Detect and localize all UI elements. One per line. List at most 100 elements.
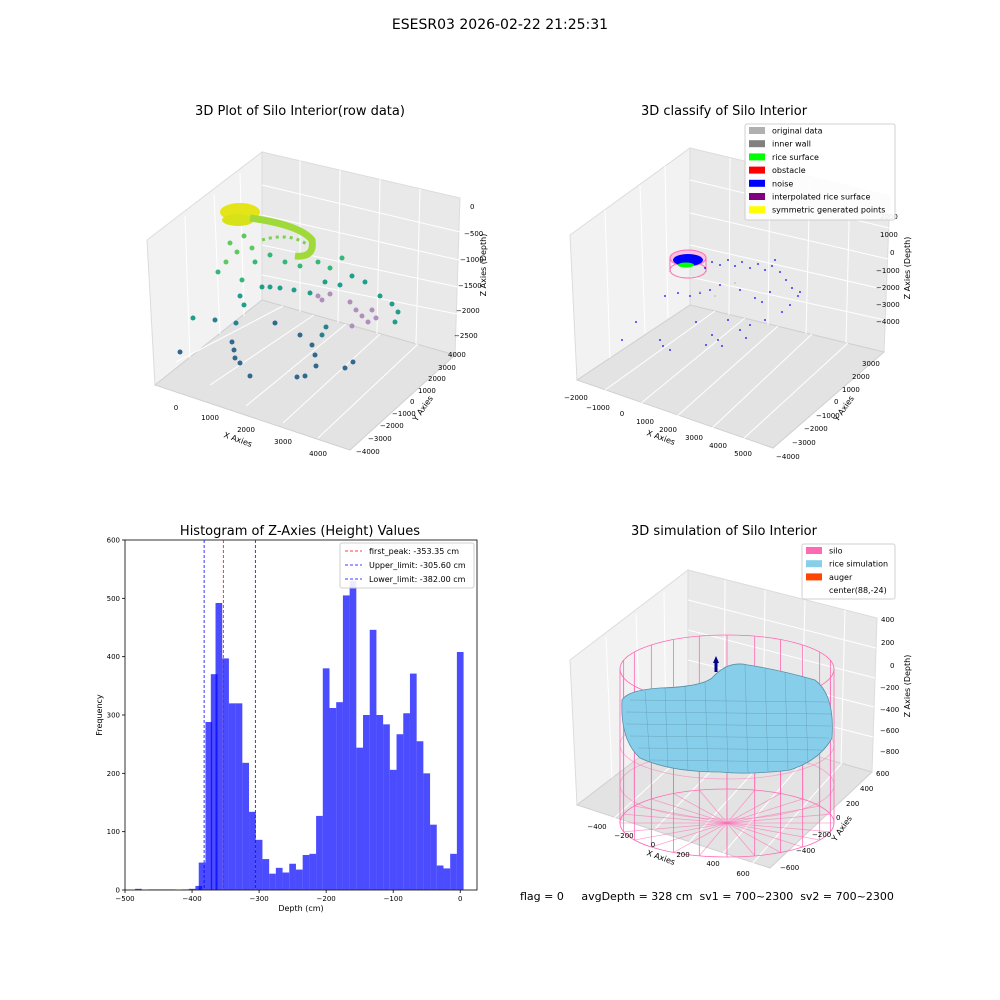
classify-legend-swatch [749, 127, 765, 134]
simulation-ztick: −400 [880, 706, 899, 714]
raw-ytick: 4000 [448, 351, 466, 359]
histogram-bar [309, 853, 317, 890]
classify-ztick: −3000 [876, 301, 900, 309]
classify-ytick: 2000 [852, 373, 870, 381]
classify-panel-title: 3D classify of Silo Interior [640, 104, 808, 119]
raw-ztick: −1500 [458, 282, 482, 290]
classify-legend-label: obstacle [772, 166, 806, 175]
simulation-zlabel: Z Axies (Depth) [903, 655, 912, 718]
histogram-bar [155, 889, 162, 890]
histogram-legend-label: Lower_limit: -382.00 cm [369, 575, 466, 584]
simulation-ytick: −200 [812, 831, 831, 839]
simulation-legend-label: rice simulation [829, 560, 888, 569]
classify-legend-label: rice surface [772, 153, 819, 162]
classify-ztick: −4000 [876, 318, 900, 326]
histogram-bar [161, 889, 169, 890]
silo-floor-spoke [726, 789, 755, 824]
histogram-bar [423, 773, 431, 890]
simulation-ztick: 200 [881, 639, 894, 647]
raw-ztick: 0 [470, 203, 474, 211]
classify-ytick: 1000 [842, 386, 860, 394]
classify-legend-swatch [749, 206, 765, 214]
simulation-legend-swatch [806, 547, 822, 554]
simulation-3d-panel: −400 −200 0 200 400 600 600 400 200 0 −2… [569, 543, 912, 878]
classify-legend-swatch [749, 193, 765, 200]
histogram-bar [249, 811, 256, 890]
histogram-xtick-label: −200 [317, 895, 336, 903]
histogram-xtick-label: −500 [115, 895, 134, 903]
histogram-bar [322, 668, 330, 890]
classify-ztick: 1000 [880, 231, 898, 239]
simulation-legend-swatch [806, 560, 822, 568]
histogram-bar [383, 724, 390, 890]
histogram-bar [282, 872, 290, 890]
classify-xtick: 0 [620, 410, 624, 418]
histogram-bar [198, 862, 206, 890]
silo-floor-spoke [726, 822, 820, 841]
raw-zlabel: Z Axies (Depth) [479, 234, 488, 297]
classify-xtick: 4000 [709, 442, 727, 450]
classify-legend-swatch [749, 140, 765, 148]
classify-xtick: −1000 [586, 404, 610, 412]
histogram-ytick-label: 0 [116, 887, 120, 895]
classify-ytick: −2000 [804, 425, 828, 433]
silo-floor-spoke [726, 822, 831, 833]
simulation-xtick: 400 [706, 860, 719, 868]
simulation-ztick: 0 [890, 662, 894, 670]
histogram-bar [443, 868, 451, 890]
histogram-ytick-label: 500 [107, 595, 120, 603]
raw-ztick: −2000 [456, 307, 480, 315]
raw-ztick: −500 [464, 230, 483, 238]
histogram-xlabel: Depth (cm) [278, 904, 323, 913]
histogram-bar [416, 741, 424, 890]
histogram-ytick-label: 300 [107, 712, 120, 720]
raw-xtick: 0 [174, 404, 178, 412]
histogram-bar [168, 889, 176, 890]
histogram-bar [295, 869, 303, 890]
simulation-ztick: −800 [880, 748, 899, 756]
histogram-bar [430, 824, 437, 890]
simulation-legend-label: silo [829, 547, 843, 556]
raw-ytick: −2000 [380, 422, 404, 430]
simulation-xtick: 0 [651, 841, 655, 849]
histogram-legend-label: first_peak: -353.35 cm [369, 547, 459, 556]
classify-zlabel: Z Axies (Depth) [903, 237, 912, 300]
histogram-xtick-label: −300 [249, 895, 268, 903]
classify-ztick: −1000 [876, 267, 900, 275]
classify-legend-label: original data [772, 127, 823, 136]
histogram-bar [148, 889, 156, 890]
silo-floor-spoke [726, 798, 803, 824]
raw-ytick: 1000 [418, 387, 436, 395]
raw-ytick: −3000 [368, 435, 392, 443]
simulation-xtick: −400 [587, 823, 606, 831]
histogram-bar [215, 603, 223, 890]
classify-ytick: 3000 [862, 360, 880, 368]
histogram-bar [316, 815, 323, 890]
silo-floor-spoke [699, 822, 728, 857]
histogram-legend-label: Upper_limit: -305.60 cm [369, 561, 466, 570]
histogram-xtick-label: −400 [182, 895, 201, 903]
classify-ytick: −1000 [816, 412, 840, 420]
figure-suptitle: ESESR03 2026-02-22 21:25:31 [391, 17, 609, 33]
histogram-bar [242, 762, 250, 890]
classify-legend-label: noise [772, 179, 793, 188]
histogram-bar [228, 703, 236, 890]
histogram-ylabel: Frequency [95, 694, 104, 736]
raw-ytick: −4000 [356, 448, 380, 456]
histogram-bar [289, 863, 296, 890]
classify-xtick: 5000 [734, 450, 752, 458]
silo-floor-spoke [726, 813, 831, 824]
rice-surface [621, 663, 833, 774]
histogram-bar [450, 853, 457, 890]
silo-floor-spoke [726, 822, 803, 848]
histogram-legend: first_peak: -353.35 cm Upper_limit: -305.… [339, 542, 475, 589]
classify-ztick: 0 [890, 249, 894, 257]
histogram-bar [336, 702, 343, 890]
histogram-bar [456, 652, 464, 890]
classify-3d-panel: −2000 −1000 0 1000 2000 3000 4000 5000 3… [564, 123, 912, 461]
raw-3d-panel: 0 1000 2000 3000 4000 4000 3000 2000 100… [146, 150, 488, 458]
histogram-ytick-label: 600 [107, 537, 120, 545]
classify-xtick: 3000 [685, 434, 703, 442]
simulation-legend-swatch [806, 573, 822, 581]
rice-surface-mesh [625, 664, 832, 774]
